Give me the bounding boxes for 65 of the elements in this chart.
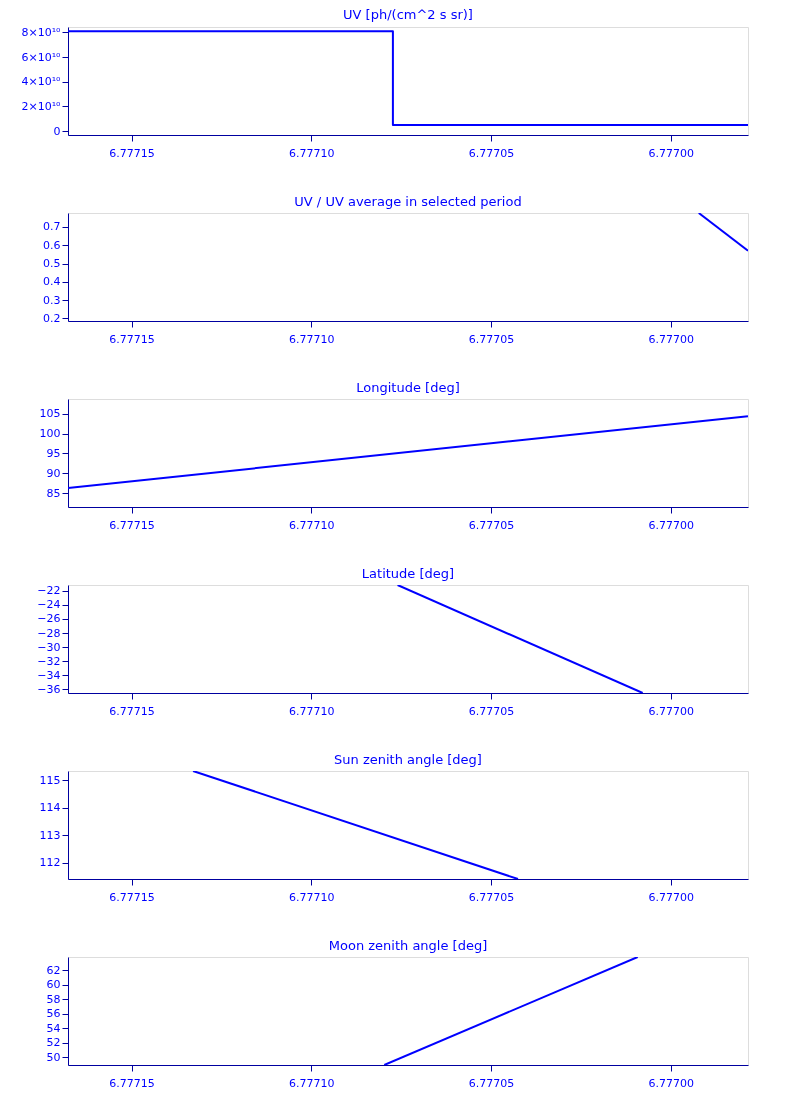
- chart-title: Longitude [deg]: [356, 380, 460, 395]
- y-tick-label: 95: [46, 447, 61, 460]
- y-tick-label: −30: [37, 640, 61, 654]
- y-tick-label: 56: [46, 1007, 61, 1021]
- chart-title: Latitude [deg]: [361, 565, 455, 581]
- x-tick-label: 6.77700: [648, 332, 694, 346]
- y-tick-label: −22: [37, 584, 61, 598]
- y-tick-label: 60: [46, 978, 61, 992]
- x-tick-label: 6.77710: [289, 1076, 335, 1090]
- x-tick-label: 6.77710: [289, 332, 335, 346]
- y-tick-label: 90: [46, 466, 61, 480]
- y-tick-label: 58: [46, 992, 61, 1006]
- x-tick-label: 6.77700: [648, 518, 694, 532]
- y-tick-label: 114: [39, 801, 61, 815]
- y-tick-label: 115: [39, 773, 61, 787]
- y-tick-label: 85: [46, 486, 61, 500]
- x-tick-label: 6.77705: [468, 146, 515, 160]
- x-tick-label: 6.77705: [468, 890, 515, 904]
- x-tick-label: 6.77715: [109, 332, 155, 346]
- x-tick-label: 6.77700: [648, 146, 694, 160]
- y-tick-label: −28: [37, 626, 61, 640]
- y-tick-label: −36: [37, 682, 61, 696]
- y-tick-label: 8×10¹⁰: [21, 25, 62, 39]
- x-tick-label: 6.77700: [648, 890, 694, 904]
- y-tick-label: 4×10¹⁰: [21, 75, 62, 89]
- y-tick-label: −34: [37, 668, 61, 682]
- x-tick-label: 6.77710: [289, 704, 335, 718]
- x-tick-label: 6.77705: [468, 704, 515, 718]
- y-tick-label: 0.3: [43, 293, 61, 307]
- y-tick-label: −24: [37, 598, 61, 612]
- x-tick-label: 6.77700: [648, 704, 694, 718]
- y-tick-label: 105: [39, 407, 61, 421]
- x-tick-label: 6.77715: [109, 146, 155, 160]
- y-tick-label: 100: [39, 427, 61, 441]
- y-tick-label: 54: [46, 1021, 61, 1035]
- y-tick-label: 52: [46, 1036, 61, 1050]
- chart-title: Moon zenith angle [deg]: [328, 938, 488, 953]
- x-tick-label: 6.77710: [289, 890, 335, 904]
- y-tick-label: 0.5: [43, 257, 61, 271]
- y-tick-label: 0.4: [43, 275, 61, 289]
- chart-title: UV / UV average in selected period: [294, 194, 522, 209]
- x-tick-label: 6.77705: [468, 332, 515, 346]
- x-tick-label: 6.77715: [109, 1076, 155, 1090]
- x-tick-label: 6.77715: [109, 704, 155, 718]
- y-tick-label: 2×10¹⁰: [21, 99, 62, 113]
- y-tick-label: 62: [46, 963, 61, 977]
- y-tick-label: 0: [53, 124, 61, 138]
- x-tick-label: 6.77715: [109, 518, 155, 532]
- chart-title: UV [ph/(cm^2 s sr)]: [343, 7, 473, 23]
- x-tick-label: 6.77710: [289, 518, 335, 532]
- x-tick-label: 6.77710: [289, 146, 335, 160]
- y-tick-label: 113: [39, 828, 61, 842]
- y-tick-label: −32: [37, 654, 61, 668]
- x-tick-label: 6.77705: [468, 1076, 515, 1090]
- x-tick-label: 6.77715: [109, 890, 155, 904]
- x-tick-label: 6.77700: [648, 1076, 694, 1090]
- y-tick-label: 50: [46, 1050, 61, 1064]
- y-tick-label: 6×10¹⁰: [21, 50, 62, 64]
- chart-title: Sun zenith angle [deg]: [334, 752, 482, 767]
- y-tick-label: 0.7: [43, 220, 61, 234]
- y-tick-label: 0.2: [43, 311, 61, 325]
- y-tick-label: −26: [37, 612, 61, 626]
- y-tick-label: 0.6: [43, 238, 61, 252]
- x-tick-label: 6.77705: [468, 518, 515, 532]
- y-tick-label: 112: [39, 856, 61, 870]
